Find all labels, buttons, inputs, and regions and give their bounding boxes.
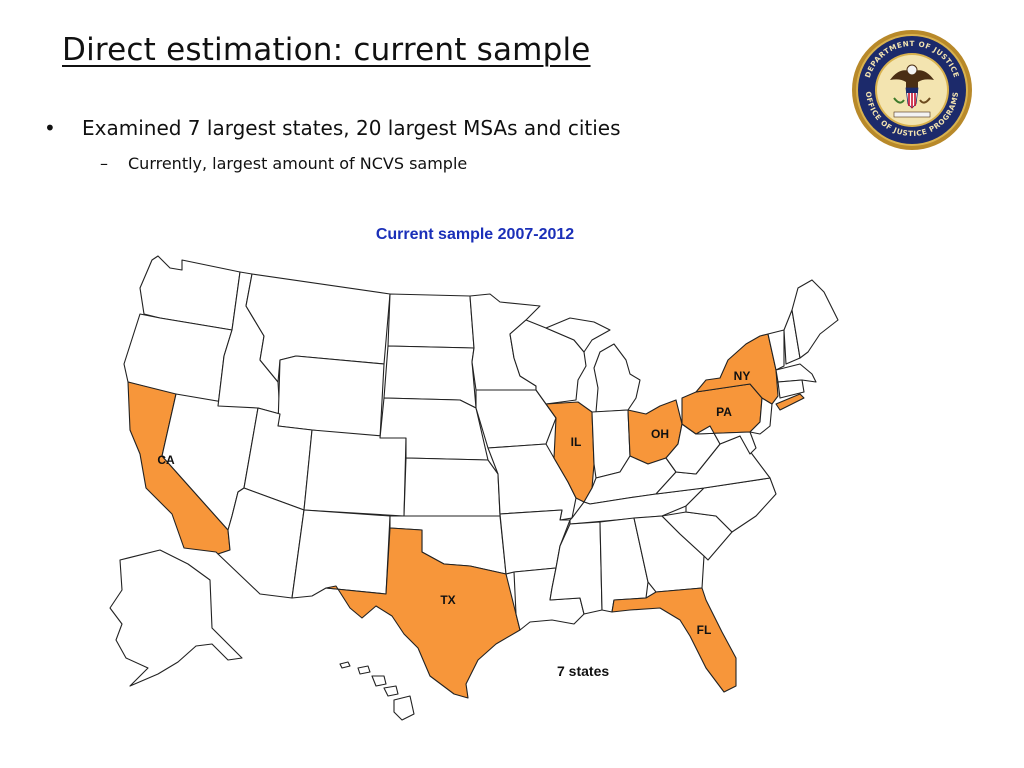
state-HI-4 xyxy=(383,685,399,697)
state-MT xyxy=(245,273,391,383)
slide-title: Direct estimation: current sample xyxy=(62,32,591,68)
state-MI-lower xyxy=(593,343,641,413)
state-label: TX xyxy=(440,593,455,607)
state-label: PA xyxy=(716,405,732,419)
state-ME xyxy=(791,279,839,359)
state-FL xyxy=(611,587,737,693)
state-HI-1 xyxy=(339,661,351,669)
state-label: IL xyxy=(571,435,582,449)
state-HI-5 xyxy=(393,695,415,721)
doj-seal-logo: DEPARTMENT OF JUSTICE OFFICE OF JUSTICE … xyxy=(852,30,972,150)
map-note: 7 states xyxy=(557,663,610,679)
state-AK xyxy=(109,549,243,687)
sub-bullet-dash: – xyxy=(100,154,108,173)
sub-bullet-text: Currently, largest amount of NCVS sample xyxy=(128,154,468,173)
state-HI-3 xyxy=(371,675,387,687)
state-label: NY xyxy=(734,369,751,383)
state-CO xyxy=(303,429,407,517)
state-NM xyxy=(291,509,391,599)
state-KS xyxy=(403,457,501,517)
state-label: CA xyxy=(157,453,175,467)
state-ND xyxy=(387,293,475,349)
state-WY xyxy=(277,355,385,439)
map-title: Current sample 2007-2012 xyxy=(375,226,575,243)
sub-bullet-item: – Currently, largest amount of NCVS sampl… xyxy=(100,154,467,173)
state-label: FL xyxy=(697,623,712,637)
state-NY-long-island xyxy=(775,393,805,411)
state-CT xyxy=(777,379,805,399)
state-MI xyxy=(545,317,611,353)
bullet-item: • Examined 7 largest states, 20 largest M… xyxy=(44,116,621,140)
state-label: OH xyxy=(651,427,669,441)
bullet-text: Examined 7 largest states, 20 largest MS… xyxy=(82,116,621,140)
state-MD xyxy=(695,425,757,455)
us-states-map: CA TX IL OH PA NY FL xyxy=(109,255,839,721)
state-VT xyxy=(767,329,785,371)
bullet-dot: • xyxy=(44,116,56,140)
state-TX xyxy=(325,527,521,699)
state-HI-2 xyxy=(357,665,371,675)
